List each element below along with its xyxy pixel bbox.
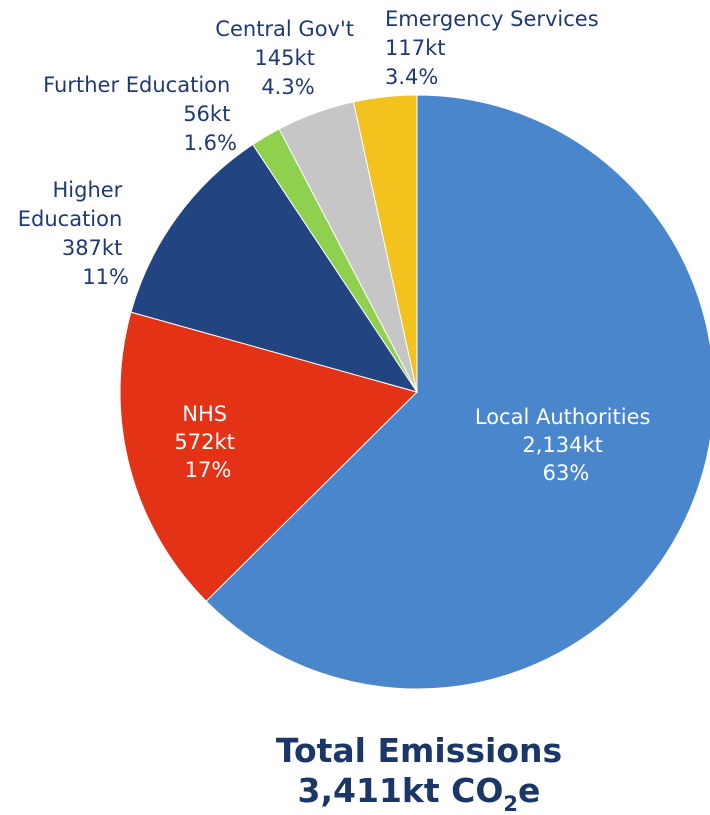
slice-label-central-govt: Central Gov't 145kt 4.3% bbox=[215, 17, 360, 99]
higher-education-line1: Higher bbox=[52, 178, 122, 202]
total-emissions-value: 3,411kt CO2e bbox=[298, 771, 541, 815]
slice-label-higher-education: Higher Education 387kt 11% bbox=[18, 178, 129, 289]
pie-slice-nhs bbox=[119, 311, 418, 602]
slice-label-local-authorities: Local Authorities 2,134kt 63% bbox=[475, 405, 657, 485]
pie-slice-emergency-services bbox=[352, 94, 418, 393]
slice-label-emergency-services: Emergency Services 117kt 3.4% bbox=[385, 7, 605, 89]
pie-slice-higher-education bbox=[130, 143, 419, 393]
higher-education-line2: Education bbox=[18, 207, 123, 231]
slice-label-nhs: NHS 572kt 17% bbox=[174, 402, 241, 482]
pie-slice-local-authorities bbox=[205, 94, 710, 690]
pie-slices bbox=[119, 94, 710, 690]
slice-label-further-education: Further Education 56kt 1.6% bbox=[43, 73, 237, 155]
total-emissions-title: Total Emissions bbox=[276, 731, 562, 770]
